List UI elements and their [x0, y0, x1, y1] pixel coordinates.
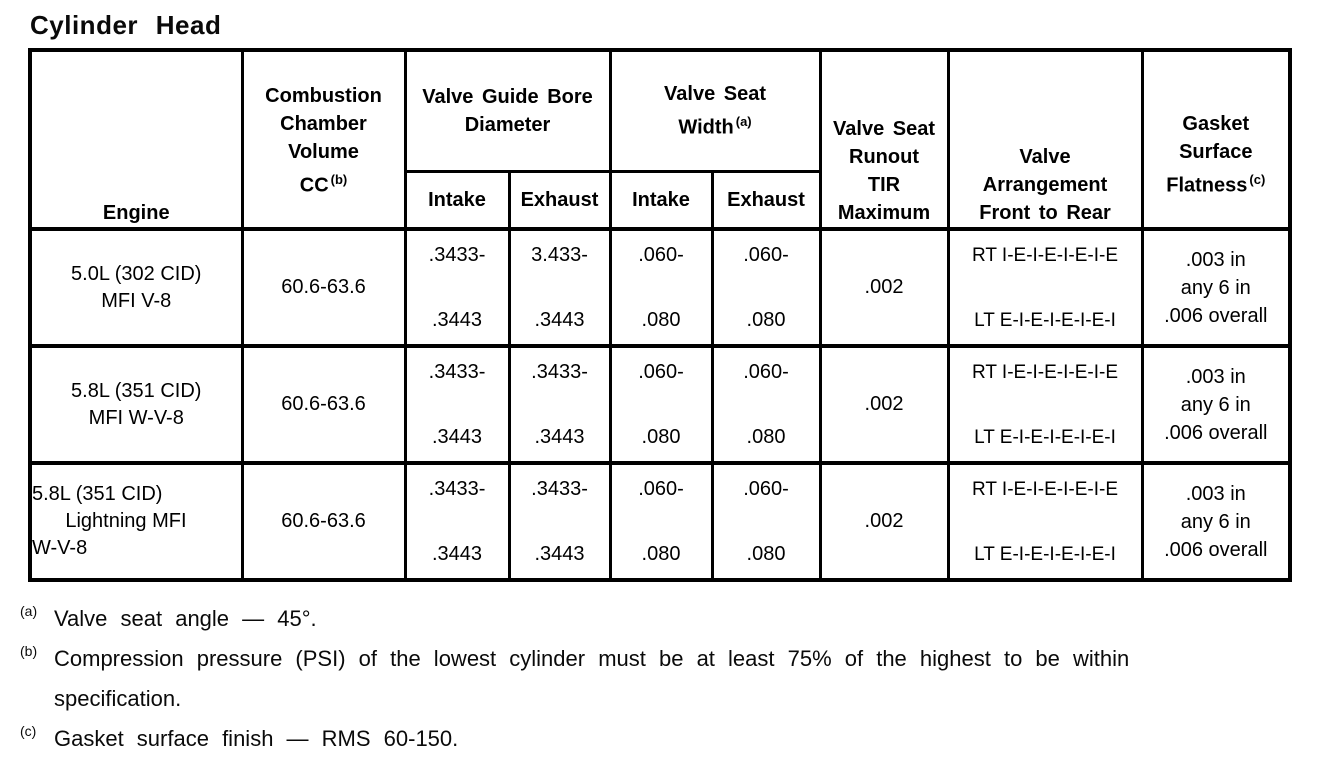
- col-group-valve-seat-width: Valve Seat Width (a): [608, 48, 822, 173]
- cell-seat-exhaust: .060- .080: [710, 227, 822, 348]
- cell-seat-exhaust: .060- .080: [710, 461, 822, 582]
- seat-width-line1: Valve Seat: [664, 83, 766, 105]
- col-header-valve-seat-runout: Valve Seat Runout TIR Maximum: [818, 48, 950, 231]
- col-header-engine: Engine: [28, 48, 244, 231]
- footnote-c-text: Gasket surface finish — RMS 60-150.: [54, 726, 459, 752]
- cell-runout: .002: [818, 461, 950, 582]
- subcol-seat-intake: Intake: [608, 169, 714, 231]
- cell-seat-intake: .060- .080: [608, 461, 714, 582]
- combustion-header-lines: Combustion Chamber Volume: [265, 84, 382, 163]
- col-header-valve-arrangement: Valve Arrangement Front to Rear: [946, 48, 1144, 231]
- cell-guide-intake: .3433- .3443: [403, 344, 511, 465]
- col-header-gasket-flatness: Gasket Surface Flatness (c): [1140, 48, 1292, 231]
- cell-engine: 5.8L (351 CID) Lightning MFI W-V-8: [28, 461, 244, 582]
- subcol-guide-intake: Intake: [403, 169, 511, 231]
- cell-seat-intake: .060- .080: [608, 344, 714, 465]
- cell-volume: 60.6-63.6: [240, 227, 407, 348]
- footnote-a-marker: (a): [20, 603, 38, 620]
- table-row-5-8l-lightning: 5.8L (351 CID) Lightning MFI W-V-8 60.6-…: [28, 461, 1292, 582]
- cell-engine: 5.0L (302 CID) MFI V-8: [28, 227, 244, 348]
- cell-volume: 60.6-63.6: [240, 344, 407, 465]
- cell-gasket-flatness: .003 in any 6 in .006 overall: [1140, 227, 1292, 348]
- cell-guide-intake: .3433- .3443: [403, 227, 511, 348]
- cell-gasket-flatness: .003 in any 6 in .006 overall: [1140, 344, 1292, 465]
- footnote-c-marker: (c): [20, 723, 37, 740]
- footnote-b-marker: (b): [20, 643, 38, 660]
- table-row-5-8l: 5.8L (351 CID) MFI W-V-8 60.6-63.6 .3433…: [28, 344, 1292, 465]
- cell-guide-intake: .3433- .3443: [403, 461, 511, 582]
- subcol-guide-exhaust: Exhaust: [507, 169, 612, 231]
- cell-guide-exhaust: .3433- .3443: [507, 461, 612, 582]
- table-row-5-0l: 5.0L (302 CID) MFI V-8 60.6-63.6 .3433-.…: [28, 227, 1292, 348]
- cell-engine: 5.8L (351 CID) MFI W-V-8: [28, 344, 244, 465]
- footnote-b-text: Compression pressure (PSI) of the lowest…: [54, 646, 1130, 712]
- header-sub-row: Intake Exhaust Intake Exhaust: [30, 169, 1291, 231]
- footnote-a-text: Valve seat angle — 45°.: [54, 606, 317, 632]
- col-group-valve-guide-bore: Valve Guide Bore Diameter: [403, 48, 612, 173]
- footnote-ref-b: (b): [330, 171, 348, 187]
- cylinder-head-table: Engine Combustion Chamber Volume CC (b) V…: [28, 48, 1293, 583]
- header-group-row: Engine Combustion Chamber Volume CC (b) V…: [28, 48, 1292, 231]
- cell-runout: .002: [818, 344, 950, 465]
- subcol-seat-exhaust: Exhaust: [710, 169, 822, 231]
- cell-valve-arrangement: RT I-E-I-E-I-E-I-E LT E-I-E-I-E-I-E-I: [946, 461, 1144, 582]
- cell-seat-exhaust: .060- .080: [710, 344, 822, 465]
- cell-guide-exhaust: .3433- .3443: [507, 344, 612, 465]
- footnotes: (a) Valve seat angle — 45°. (b) Compress…: [20, 599, 1328, 759]
- gasket-header-lines: Gasket Surface: [1179, 112, 1253, 163]
- cell-volume: 60.6-63.6: [240, 461, 407, 582]
- cell-seat-intake: .060- .080: [608, 227, 714, 348]
- cell-guide-exhaust: 3.433- .3443: [507, 227, 612, 348]
- cell-runout: .002: [818, 227, 950, 348]
- footnote-ref-c: (c): [1249, 171, 1266, 187]
- gasket-header-last-line: Flatness (c): [1166, 171, 1266, 197]
- cell-gasket-flatness: .003 in any 6 in .006 overall: [1140, 461, 1292, 582]
- cell-valve-arrangement: RT I-E-I-E-I-E-I-E LT E-I-E-I-E-I-E-I: [946, 344, 1144, 465]
- page-title: Cylinder Head: [30, 10, 222, 40]
- footnote-a: (a) Valve seat angle — 45°.: [20, 599, 1328, 639]
- footnote-ref-a: (a): [735, 114, 752, 129]
- combustion-header-last-line: CC (b): [299, 171, 348, 197]
- cell-valve-arrangement: RT I-E-I-E-I-E-I-E LT E-I-E-I-E-I-E-I: [946, 227, 1144, 348]
- footnote-b: (b) Compression pressure (PSI) of the lo…: [20, 639, 1328, 719]
- seat-width-line2: Width (a): [678, 114, 752, 139]
- footnote-c: (c) Gasket surface finish — RMS 60-150.: [20, 719, 1328, 759]
- col-header-combustion-chamber-volume: Combustion Chamber Volume CC (b): [240, 48, 407, 231]
